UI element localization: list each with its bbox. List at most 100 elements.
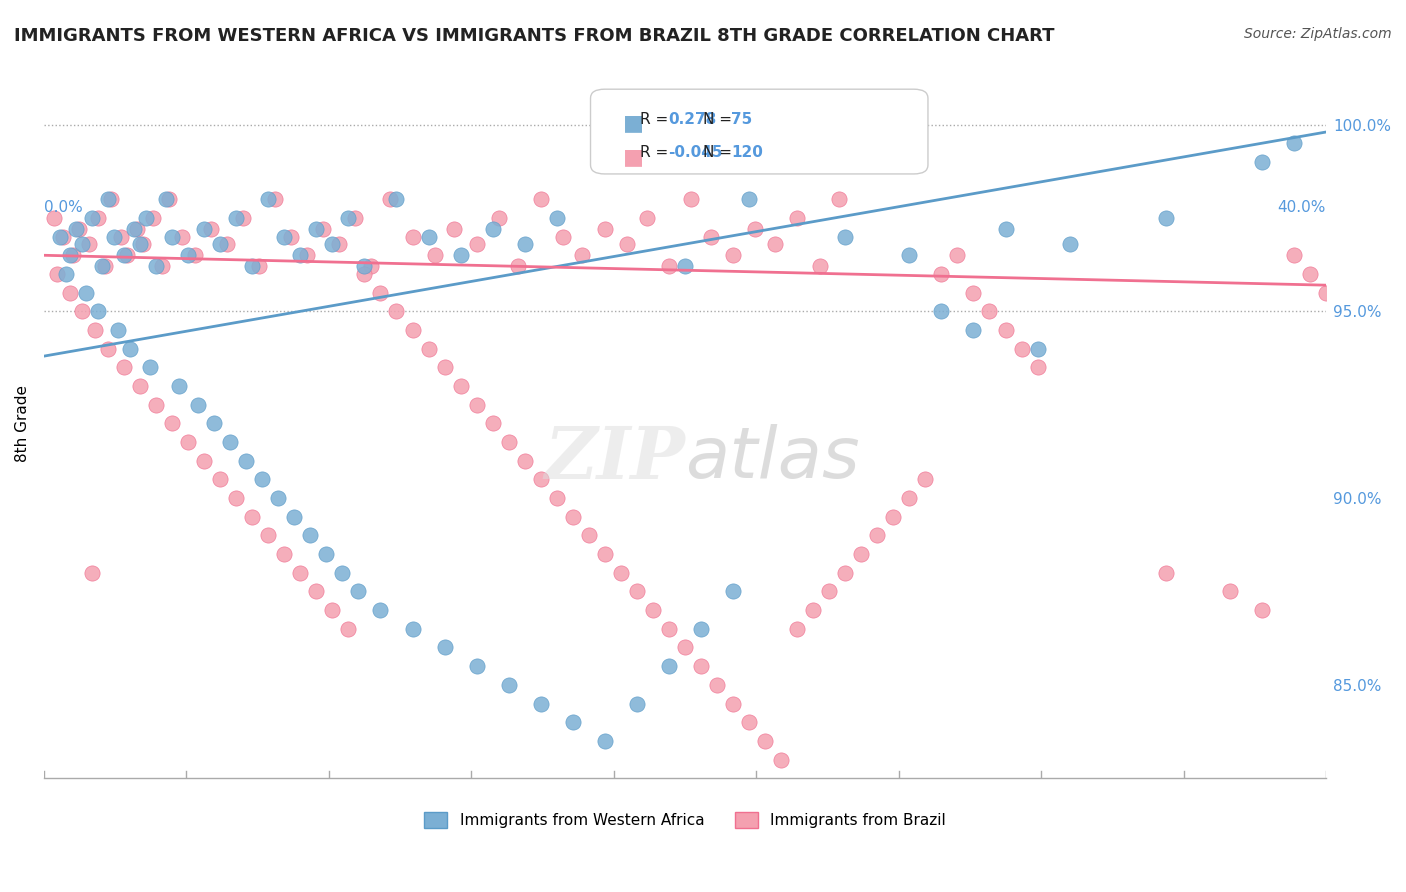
- Point: [658, 622, 681, 636]
- Point: [138, 360, 160, 375]
- Text: Source: ZipAtlas.com: Source: ZipAtlas.com: [1244, 27, 1392, 41]
- Point: [343, 211, 366, 225]
- Point: [97, 342, 120, 356]
- Point: [257, 192, 280, 206]
- Point: [267, 491, 290, 505]
- Point: [378, 192, 401, 206]
- Point: [690, 659, 713, 673]
- Point: [280, 229, 302, 244]
- Point: [834, 229, 856, 244]
- Point: [215, 237, 238, 252]
- Point: [1282, 136, 1305, 151]
- Point: [177, 248, 200, 262]
- Point: [882, 509, 904, 524]
- Point: [530, 192, 553, 206]
- Point: [328, 237, 350, 252]
- Text: 75: 75: [731, 112, 752, 127]
- Point: [155, 192, 177, 206]
- Point: [160, 417, 183, 431]
- Point: [744, 222, 766, 236]
- Point: [145, 260, 167, 274]
- Point: [232, 211, 254, 225]
- Point: [263, 192, 285, 206]
- Text: N =: N =: [703, 112, 737, 127]
- Point: [616, 237, 638, 252]
- Text: 40.0%: 40.0%: [1278, 200, 1326, 215]
- Point: [112, 360, 135, 375]
- Point: [786, 622, 808, 636]
- Text: N =: N =: [703, 145, 737, 161]
- Point: [167, 379, 190, 393]
- Point: [112, 248, 135, 262]
- Point: [177, 435, 200, 450]
- Text: ■: ■: [623, 147, 644, 167]
- Point: [65, 222, 87, 236]
- Point: [834, 566, 856, 580]
- Point: [946, 248, 969, 262]
- Point: [962, 285, 984, 300]
- Point: [360, 260, 382, 274]
- Text: 0.278: 0.278: [668, 112, 716, 127]
- Point: [706, 678, 728, 692]
- Point: [385, 192, 408, 206]
- Point: [125, 222, 148, 236]
- Point: [62, 248, 84, 262]
- Text: atlas: atlas: [685, 425, 859, 493]
- Point: [770, 753, 793, 767]
- Point: [681, 192, 703, 206]
- Point: [801, 603, 824, 617]
- Point: [418, 342, 440, 356]
- Point: [1282, 248, 1305, 262]
- Point: [1154, 211, 1177, 225]
- Point: [315, 547, 337, 561]
- Point: [247, 260, 270, 274]
- Point: [122, 222, 145, 236]
- Point: [42, 211, 65, 225]
- Point: [561, 715, 583, 730]
- Point: [450, 248, 472, 262]
- Point: [187, 398, 209, 412]
- Point: [225, 211, 247, 225]
- Point: [257, 528, 280, 542]
- Point: [49, 229, 72, 244]
- Point: [353, 260, 375, 274]
- Point: [240, 509, 263, 524]
- Point: [80, 211, 103, 225]
- Point: [290, 566, 312, 580]
- Point: [170, 229, 193, 244]
- Point: [193, 222, 215, 236]
- Point: [80, 566, 103, 580]
- Point: [87, 304, 110, 318]
- Point: [994, 222, 1017, 236]
- Point: [52, 229, 75, 244]
- Point: [553, 229, 575, 244]
- Point: [401, 622, 423, 636]
- Point: [673, 260, 696, 274]
- Point: [786, 211, 808, 225]
- Point: [321, 603, 343, 617]
- Point: [433, 640, 456, 655]
- Point: [754, 734, 776, 748]
- Point: [808, 260, 831, 274]
- Point: [481, 222, 503, 236]
- Point: [353, 267, 375, 281]
- Point: [443, 222, 465, 236]
- Point: [423, 248, 446, 262]
- Point: [240, 260, 263, 274]
- Point: [465, 237, 488, 252]
- Point: [593, 547, 616, 561]
- Text: ■: ■: [623, 113, 644, 133]
- Point: [626, 584, 648, 599]
- Point: [58, 285, 80, 300]
- Point: [305, 222, 328, 236]
- Point: [481, 417, 503, 431]
- Point: [312, 222, 335, 236]
- Point: [699, 229, 721, 244]
- Point: [273, 547, 295, 561]
- Point: [67, 222, 90, 236]
- Point: [546, 491, 568, 505]
- Point: [250, 472, 273, 486]
- Point: [295, 248, 318, 262]
- Point: [75, 285, 97, 300]
- Point: [1026, 342, 1049, 356]
